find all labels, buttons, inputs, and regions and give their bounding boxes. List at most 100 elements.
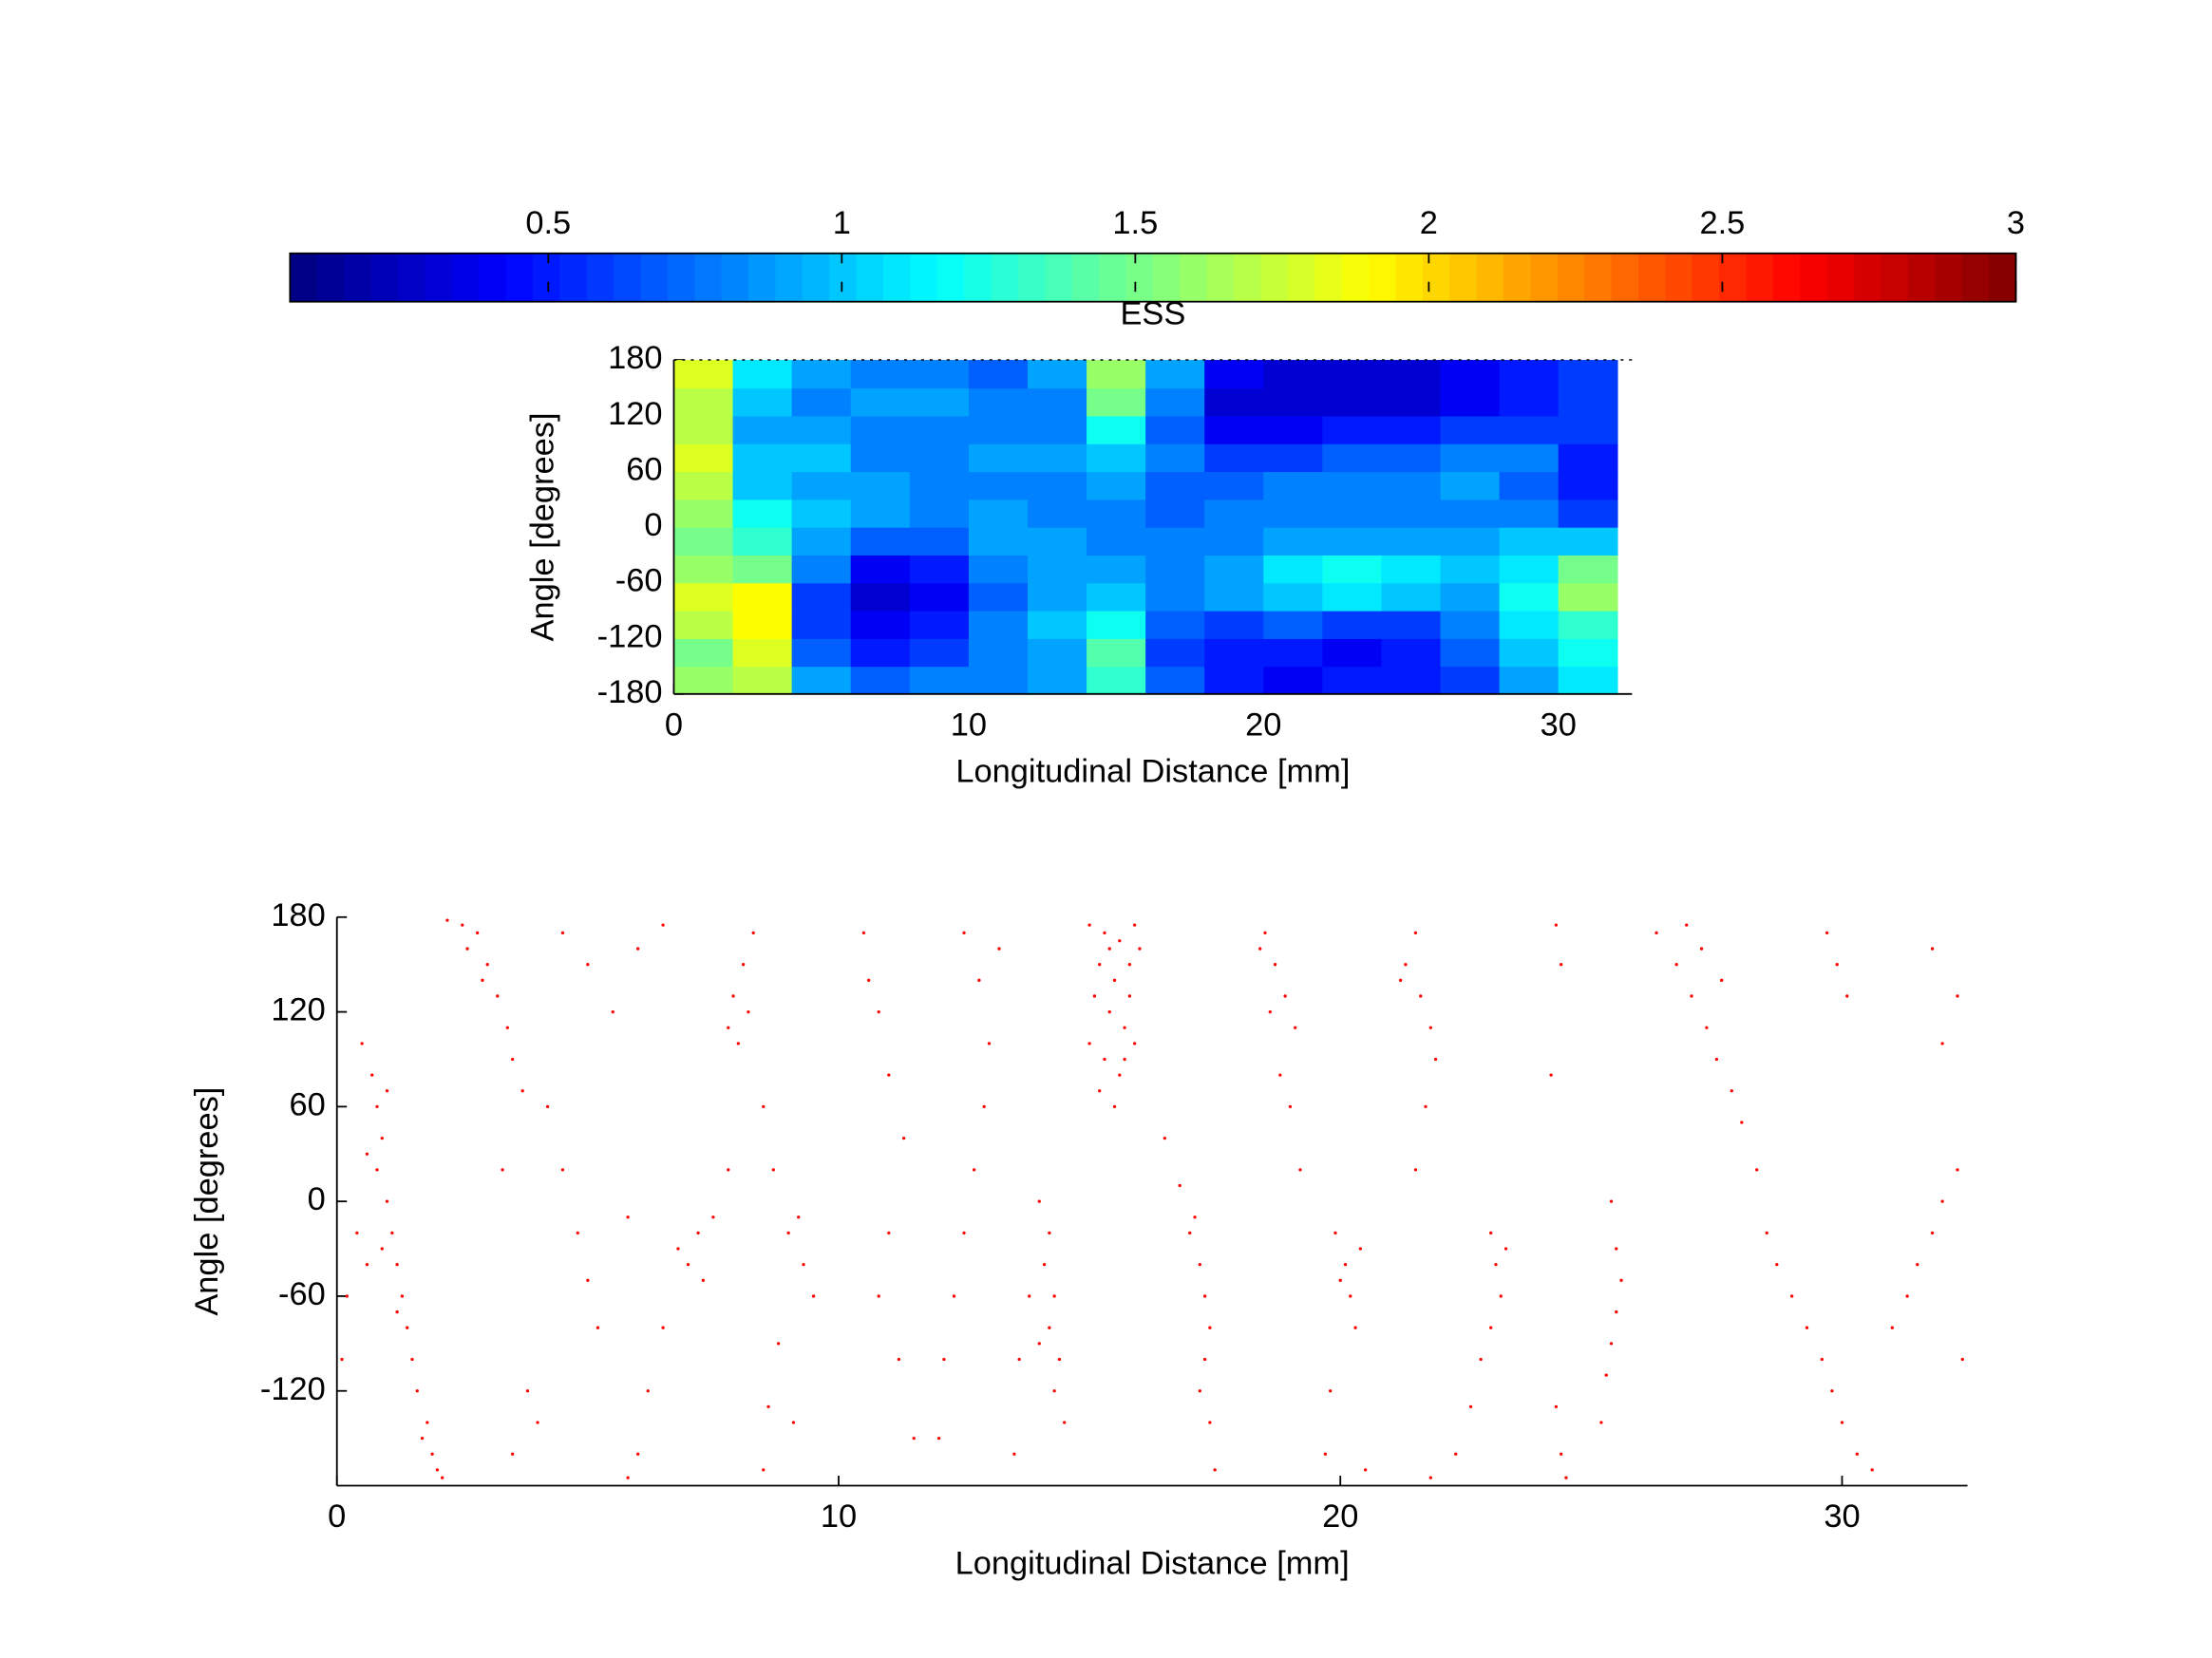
heatmap-cell <box>791 360 852 389</box>
colorbar-cell <box>1719 253 1748 302</box>
heatmap-cell <box>1263 638 1324 668</box>
scatter-point <box>1198 1263 1201 1267</box>
heatmap-cell <box>791 610 852 639</box>
heatmap-cell <box>909 666 970 695</box>
scatter-point <box>1063 1421 1067 1424</box>
heatmap-cell <box>673 360 734 389</box>
colorbar-cell <box>1503 253 1532 302</box>
heatmap-cell <box>1145 610 1205 639</box>
heatmap-cell <box>1027 499 1087 528</box>
scatter-point <box>1489 1231 1493 1235</box>
x-tick-label: 20 <box>1322 1498 1358 1535</box>
colorbar-cell <box>1287 253 1316 302</box>
y-tick-label: -60 <box>615 563 663 599</box>
scatter-point <box>912 1436 916 1441</box>
heatmap-cell <box>968 555 1029 584</box>
scatter-point <box>1163 1136 1166 1140</box>
x-tick-label: 30 <box>1541 707 1577 743</box>
scatter-point <box>1790 1294 1794 1298</box>
colorbar-cell <box>1422 253 1451 302</box>
scatter-point <box>1107 947 1111 951</box>
heatmap-cell <box>732 610 793 639</box>
heatmap-cell <box>1087 666 1146 695</box>
colorbar-cell <box>1907 253 1937 302</box>
heatmap-cell <box>1558 443 1618 473</box>
scatter-point <box>1805 1326 1809 1329</box>
heatmap-cell <box>732 499 793 528</box>
x-tick-label: 10 <box>951 707 987 743</box>
scatter-point <box>1028 1294 1031 1298</box>
scatter-point <box>545 1104 550 1109</box>
scatter-point <box>1263 931 1267 935</box>
heatmap-cell <box>909 471 970 500</box>
heatmap-cell <box>909 415 970 444</box>
scatter-point <box>1564 1476 1568 1479</box>
heatmap-cell <box>1322 582 1383 612</box>
heatmap-cell <box>1558 610 1618 639</box>
scatter-point <box>1845 994 1849 998</box>
heatmap-cell <box>732 387 793 417</box>
colorbar-cell <box>1826 253 1855 302</box>
scatter-point <box>626 1215 630 1219</box>
colorbar-cell <box>1099 253 1127 302</box>
heatmap-cell <box>673 610 734 639</box>
y-tick-label: -60 <box>278 1276 326 1312</box>
scatter-point <box>1123 1057 1126 1062</box>
scatter-point <box>1098 1089 1102 1093</box>
heatmap-cell <box>1145 555 1205 584</box>
heatmap-cell <box>1204 555 1265 584</box>
scatter-point <box>942 1357 946 1362</box>
y-tick-label: 0 <box>308 1181 326 1217</box>
heatmap-cell <box>850 526 911 556</box>
scatter-point <box>560 1168 565 1172</box>
heatmap-cell <box>968 526 1029 556</box>
scatter-point <box>1294 1026 1297 1029</box>
scatter-point <box>1870 1468 1874 1472</box>
colorbar-cell <box>1125 253 1154 302</box>
scatter-point <box>501 1168 504 1172</box>
heatmap-cell <box>673 582 734 612</box>
x-tick-label: 10 <box>821 1498 857 1535</box>
scatter-point <box>360 1042 364 1046</box>
scatter-point <box>1213 1468 1217 1472</box>
colorbar-cell <box>694 253 723 302</box>
scatter-point <box>1454 1452 1458 1456</box>
heatmap-cell <box>1499 471 1560 500</box>
x-axis-label: Longitudinal Distance [mm] <box>955 1545 1350 1581</box>
scatter-point <box>791 1421 796 1424</box>
colorbar-cell <box>1476 253 1504 302</box>
colorbar-cell <box>1260 253 1289 302</box>
scatter-point <box>1112 1104 1117 1109</box>
scatter-point <box>510 1452 515 1456</box>
scatter-point <box>1323 1452 1328 1456</box>
scatter-point <box>1413 931 1418 935</box>
x-tick-label: 0 <box>328 1498 346 1535</box>
scatter-point <box>1103 1057 1106 1062</box>
scatter-point <box>1705 1026 1709 1029</box>
scatter-point <box>1609 1342 1614 1346</box>
scatter-point <box>1112 978 1117 982</box>
heatmap-cell <box>1381 443 1442 473</box>
scatter-point <box>1419 994 1423 998</box>
heatmap-cell <box>1322 360 1383 389</box>
heatmap-cell <box>1087 582 1146 612</box>
scatter-point <box>1830 1389 1834 1393</box>
heatmap-cell <box>791 471 852 500</box>
heatmap-cell <box>1263 526 1324 556</box>
scatter-point <box>1138 947 1142 951</box>
scatter-point <box>776 1342 781 1346</box>
scatter-point <box>877 1009 880 1014</box>
scatter-point <box>445 918 449 922</box>
heatmap-cell <box>1381 471 1442 500</box>
heatmap-cell <box>909 360 970 389</box>
heatmap-cell <box>1263 666 1324 695</box>
heatmap-cell <box>791 555 852 584</box>
scatter-point <box>696 1231 700 1235</box>
heatmap-cell <box>1322 526 1383 556</box>
scatter-point <box>661 1326 665 1329</box>
scatter-point <box>1118 939 1122 943</box>
colorbar-cell <box>1692 253 1721 302</box>
scatter-point <box>1428 1026 1432 1029</box>
heatmap-cell <box>1440 610 1501 639</box>
